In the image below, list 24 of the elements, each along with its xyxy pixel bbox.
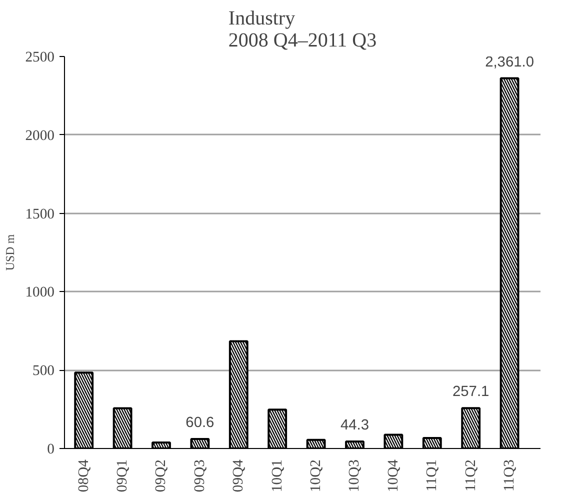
data-label: 44.3	[340, 418, 370, 434]
x-tick-label: 08Q4	[76, 458, 92, 492]
x-tick-label: 11Q2	[462, 459, 479, 492]
y-tick-label: 2000	[25, 128, 54, 144]
x-tick-label: 09Q2	[153, 459, 170, 492]
data-label: 257.1	[452, 384, 490, 400]
chart-title: Industry 2008 Q4–2011 Q3	[228, 8, 377, 52]
x-tick-label: 10Q2	[308, 459, 324, 492]
y-tick-label: 0	[47, 442, 54, 458]
x-tick-label: 09Q4	[230, 458, 247, 492]
y-tick-label: 1000	[25, 284, 54, 301]
x-tick-label: 10Q4	[385, 458, 402, 492]
x-tick-label: 10Q3	[346, 459, 363, 492]
x-tick-label: 10Q1	[269, 459, 286, 492]
x-tick-label: 11Q3	[502, 459, 518, 492]
y-tick-label: 500	[32, 363, 54, 380]
data-label: 2,361.0	[485, 54, 534, 70]
y-axis-title: USD m	[3, 234, 18, 271]
x-tick-label: 09Q3	[192, 459, 208, 492]
x-tick-label: 11Q1	[424, 459, 440, 492]
y-tick-label: 1500	[25, 206, 54, 222]
y-tick-label: 2500	[25, 50, 54, 66]
data-label: 60.6	[186, 415, 214, 431]
x-tick-label: 09Q1	[114, 459, 131, 492]
